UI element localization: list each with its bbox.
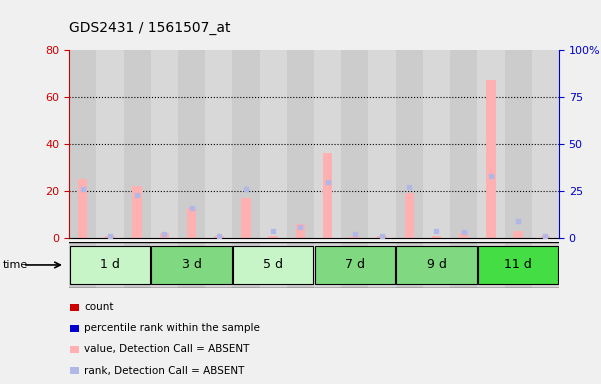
Text: 1 d: 1 d	[100, 258, 120, 271]
Text: 3 d: 3 d	[182, 258, 201, 271]
Bar	[70, 367, 79, 374]
Text: percentile rank within the sample: percentile rank within the sample	[84, 323, 260, 333]
Bar	[178, 242, 205, 288]
Bar	[78, 179, 88, 238]
Bar	[513, 231, 523, 238]
Bar	[151, 242, 178, 288]
Bar	[151, 50, 178, 238]
Bar	[241, 198, 251, 238]
Text: rank, Detection Call = ABSENT: rank, Detection Call = ABSENT	[84, 366, 245, 376]
Bar	[432, 236, 441, 238]
Text: 11 d: 11 d	[504, 258, 532, 271]
Text: 9 d: 9 d	[427, 258, 447, 271]
Bar	[187, 207, 197, 238]
Bar	[377, 236, 387, 238]
Bar	[287, 50, 314, 238]
Bar	[350, 236, 359, 238]
Bar	[69, 50, 96, 238]
Bar	[233, 242, 260, 288]
Bar	[205, 50, 233, 238]
Bar	[69, 242, 96, 288]
Bar	[532, 50, 559, 238]
Bar	[341, 242, 368, 288]
FancyBboxPatch shape	[233, 246, 314, 284]
Bar	[205, 242, 233, 288]
Bar	[459, 233, 468, 238]
Bar	[160, 233, 169, 238]
Bar	[233, 50, 260, 238]
Text: GDS2431 / 1561507_at: GDS2431 / 1561507_at	[69, 21, 231, 35]
Bar	[486, 81, 496, 238]
Text: time: time	[3, 260, 28, 270]
FancyBboxPatch shape	[151, 246, 232, 284]
Bar	[178, 50, 205, 238]
Bar	[532, 242, 559, 288]
Bar	[132, 186, 142, 238]
Bar	[477, 242, 504, 288]
Bar	[269, 236, 278, 238]
Bar	[296, 224, 305, 238]
Bar	[323, 154, 332, 238]
Bar	[450, 242, 477, 288]
Text: value, Detection Call = ABSENT: value, Detection Call = ABSENT	[84, 344, 249, 354]
Bar	[341, 50, 368, 238]
FancyBboxPatch shape	[478, 246, 558, 284]
FancyBboxPatch shape	[314, 246, 395, 284]
Text: count: count	[84, 302, 114, 312]
Bar	[368, 50, 395, 238]
Bar	[395, 242, 423, 288]
Bar	[70, 303, 79, 311]
Bar	[404, 194, 414, 238]
Bar	[260, 50, 287, 238]
Bar	[395, 50, 423, 238]
Bar	[124, 50, 151, 238]
Text: 5 d: 5 d	[263, 258, 283, 271]
Bar	[105, 236, 115, 238]
Bar	[540, 236, 550, 238]
Bar	[504, 50, 532, 238]
Bar	[287, 242, 314, 288]
Bar	[450, 50, 477, 238]
FancyBboxPatch shape	[70, 246, 150, 284]
Bar	[124, 242, 151, 288]
Bar	[96, 50, 124, 238]
Bar	[70, 324, 79, 332]
Bar	[504, 242, 532, 288]
Bar	[423, 242, 450, 288]
Bar	[70, 346, 79, 353]
FancyBboxPatch shape	[396, 246, 477, 284]
Bar	[214, 236, 224, 238]
Bar	[314, 242, 341, 288]
Bar	[96, 242, 124, 288]
Text: 7 d: 7 d	[345, 258, 365, 271]
Bar	[423, 50, 450, 238]
Bar	[260, 242, 287, 288]
Bar	[477, 50, 504, 238]
Bar	[314, 50, 341, 238]
Bar	[368, 242, 395, 288]
